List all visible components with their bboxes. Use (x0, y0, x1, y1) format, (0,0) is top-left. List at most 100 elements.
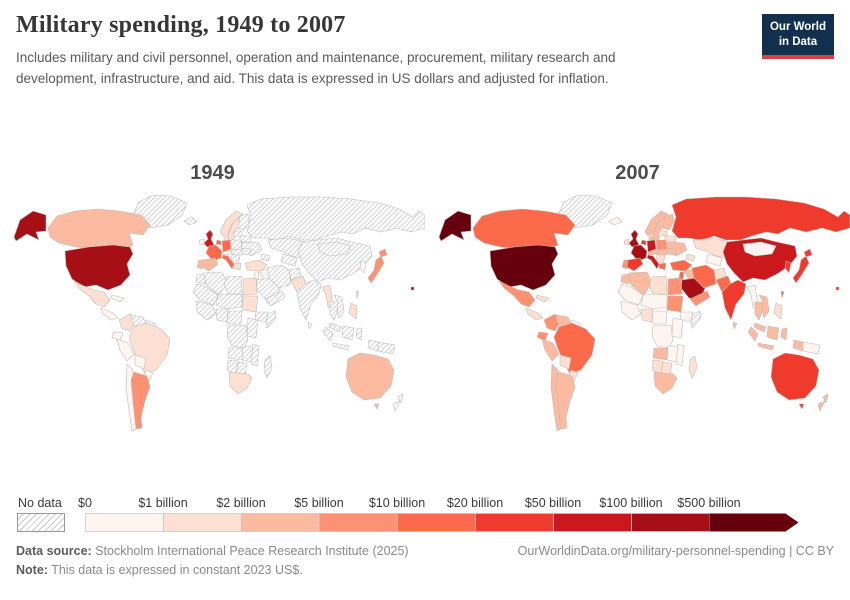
country-belarus[interactable] (239, 235, 252, 243)
country-usa[interactable] (489, 244, 559, 291)
country-borneo[interactable] (341, 325, 355, 341)
country-canada[interactable] (47, 208, 151, 252)
country-tasmania[interactable] (798, 403, 805, 410)
country-iran[interactable] (691, 264, 717, 289)
country-france[interactable] (630, 244, 648, 262)
country-portugal[interactable] (196, 259, 204, 270)
legend-bin-4[interactable] (397, 513, 476, 532)
country-canada[interactable] (472, 208, 576, 252)
country-central-america[interactable] (100, 307, 119, 321)
country-egypt[interactable] (242, 277, 258, 296)
country-turkey[interactable] (669, 259, 693, 272)
country-central-asia[interactable] (705, 253, 723, 267)
country-malaysia[interactable] (753, 322, 767, 333)
country-drc[interactable] (226, 324, 249, 349)
country-pacific-territory[interactable] (835, 286, 840, 291)
country-russia[interactable] (246, 196, 425, 241)
country-mexico[interactable] (498, 280, 536, 308)
country-java[interactable] (332, 342, 350, 351)
country-afghanistan[interactable] (713, 267, 727, 281)
country-mongolia[interactable] (317, 241, 352, 257)
country-new-zealand[interactable] (817, 393, 829, 412)
country-java[interactable] (757, 342, 775, 351)
country-brazil[interactable] (128, 322, 171, 375)
country-poland[interactable] (655, 239, 668, 251)
country-angola[interactable] (652, 347, 669, 361)
country-spain[interactable] (201, 257, 219, 272)
country-cuba[interactable] (110, 294, 125, 303)
legend-bin-6[interactable] (553, 513, 632, 532)
country-taiwan[interactable] (355, 290, 360, 299)
country-drc[interactable] (651, 324, 674, 349)
country-sulawesi[interactable] (780, 327, 788, 341)
country-china[interactable] (297, 237, 373, 283)
country-greece[interactable] (658, 262, 667, 271)
country-niger-chad[interactable] (215, 293, 243, 310)
country-uk[interactable] (628, 229, 640, 248)
country-libya[interactable] (223, 275, 243, 295)
country-france[interactable] (205, 244, 223, 262)
country-madagascar[interactable] (688, 355, 698, 379)
country-central-asia[interactable] (280, 253, 298, 267)
country-poland[interactable] (230, 239, 243, 251)
country-ireland[interactable] (623, 238, 630, 246)
country-somalia[interactable] (265, 310, 277, 329)
country-taiwan[interactable] (780, 290, 785, 299)
country-russia[interactable] (671, 196, 850, 241)
country-alaska[interactable] (438, 210, 472, 242)
country-tasmania[interactable] (373, 403, 380, 410)
country-mexico[interactable] (73, 280, 111, 308)
owid-logo[interactable]: Our World in Data (761, 14, 834, 59)
country-alaska[interactable] (13, 210, 47, 242)
country-south-africa[interactable] (653, 371, 678, 395)
country-indonesia-papua[interactable] (792, 339, 804, 352)
country-czech-hungary[interactable] (656, 248, 668, 256)
country-benelux[interactable] (640, 239, 647, 246)
country-algeria[interactable] (628, 271, 653, 296)
country-sulawesi[interactable] (355, 327, 363, 341)
country-sri-lanka[interactable] (307, 321, 313, 330)
country-png[interactable] (802, 341, 821, 355)
country-ireland[interactable] (198, 238, 205, 246)
country-finland[interactable] (237, 213, 250, 231)
country-png[interactable] (377, 341, 396, 355)
country-central-africa[interactable] (651, 310, 668, 325)
country-spain[interactable] (626, 257, 644, 272)
country-peru[interactable] (116, 338, 135, 362)
country-afghanistan[interactable] (288, 267, 302, 281)
country-madagascar[interactable] (263, 355, 273, 379)
country-baltics[interactable] (232, 230, 243, 237)
country-czech-hungary[interactable] (231, 248, 243, 256)
country-italy[interactable] (221, 254, 235, 270)
country-mauritania-mali[interactable] (192, 283, 219, 306)
country-japan[interactable] (367, 248, 388, 284)
country-australia[interactable] (345, 352, 395, 401)
legend-bin-5[interactable] (475, 513, 554, 532)
country-cuba[interactable] (535, 294, 550, 303)
country-yemen-oman[interactable] (689, 290, 711, 307)
country-malaysia[interactable] (328, 322, 342, 333)
country-sri-lanka[interactable] (732, 321, 738, 330)
country-nigeria[interactable] (640, 308, 654, 323)
country-korea[interactable] (359, 260, 367, 274)
legend-bin-7[interactable] (631, 513, 710, 532)
country-yemen-oman[interactable] (264, 290, 286, 307)
country-iran[interactable] (266, 264, 292, 289)
country-libya[interactable] (648, 275, 668, 295)
country-vietnam[interactable] (758, 294, 770, 319)
country-algeria[interactable] (203, 271, 228, 296)
country-caucasus[interactable] (685, 253, 696, 262)
country-australia[interactable] (770, 352, 820, 401)
country-nigeria[interactable] (215, 308, 229, 323)
country-sudan[interactable] (241, 295, 259, 313)
legend-bin-0[interactable] (85, 513, 164, 532)
country-korea[interactable] (784, 260, 792, 274)
country-south-africa[interactable] (228, 371, 253, 395)
country-argentina[interactable] (555, 371, 576, 430)
country-germany[interactable] (646, 239, 657, 253)
country-china[interactable] (722, 237, 798, 283)
country-india[interactable] (721, 279, 747, 321)
country-bolivia[interactable] (134, 354, 147, 370)
country-italy[interactable] (646, 254, 660, 270)
country-somalia[interactable] (690, 310, 702, 329)
